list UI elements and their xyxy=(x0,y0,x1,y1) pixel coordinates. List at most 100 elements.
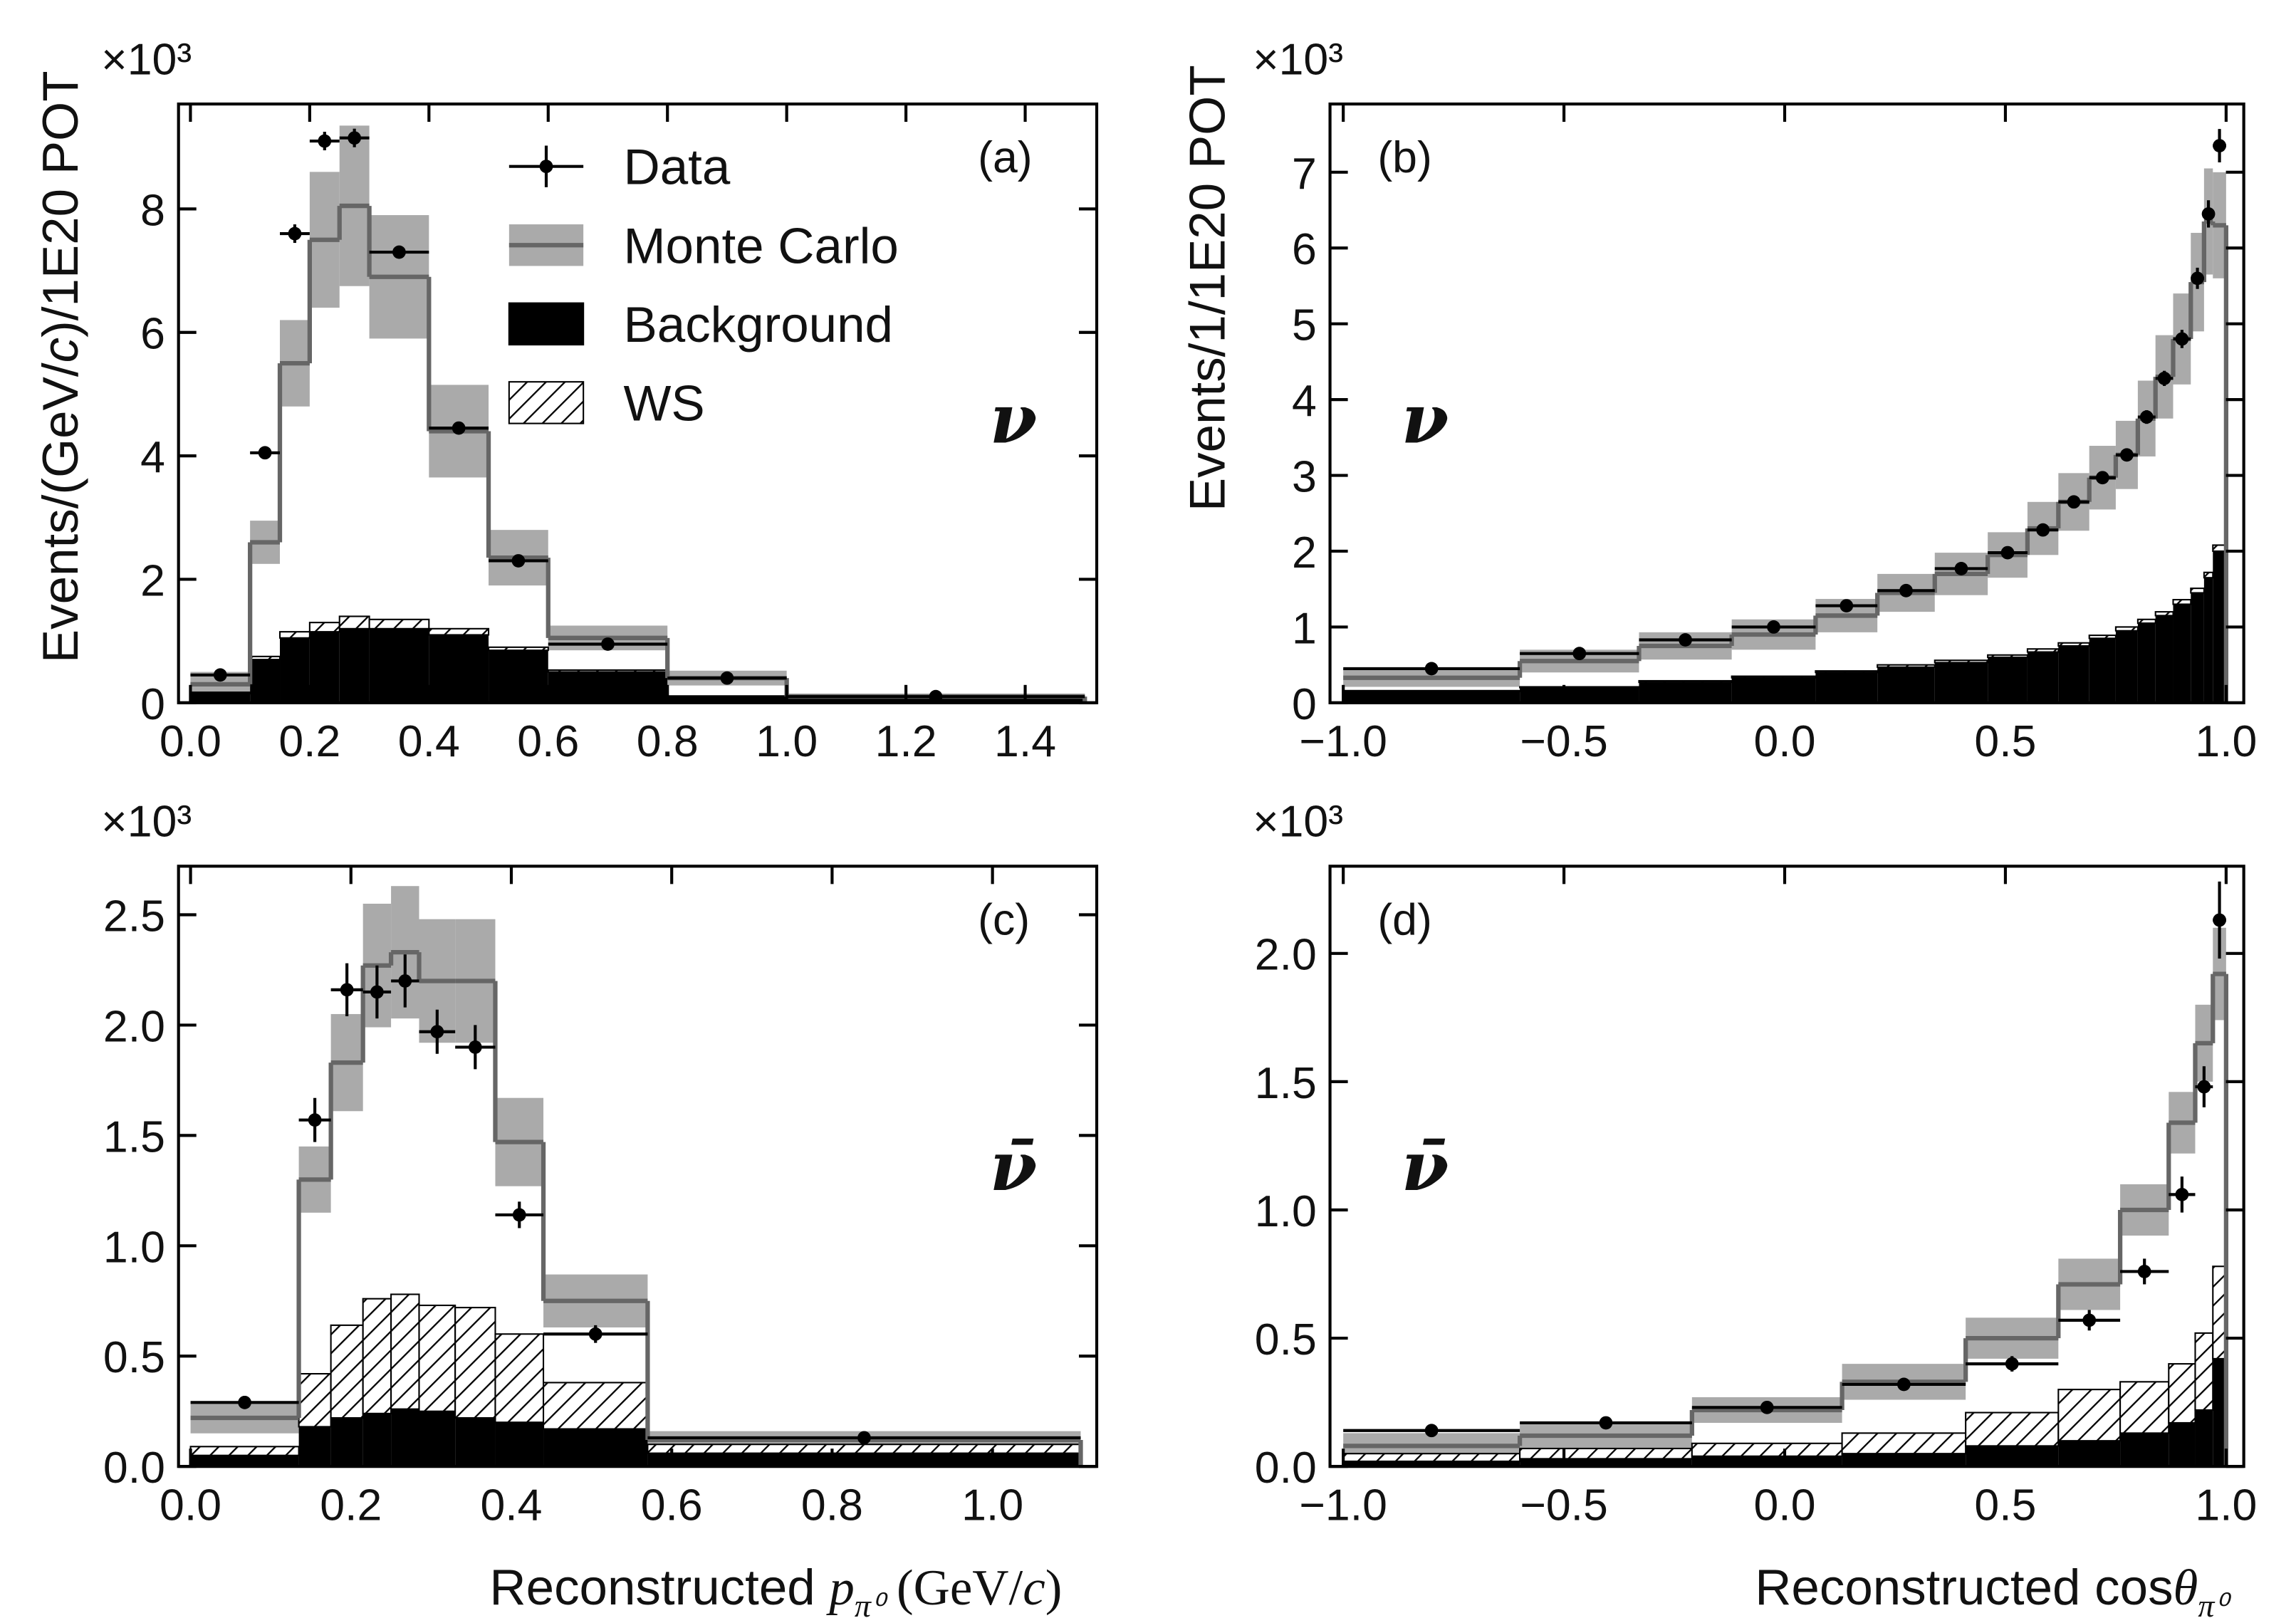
background-bar xyxy=(1691,1456,1842,1467)
data-point xyxy=(340,983,354,997)
ws-bar xyxy=(278,631,311,639)
neutrino-label: ν̄ xyxy=(1402,1126,1449,1206)
panel: −1.0 −0.5 0.0 0.5 1.0 0 1 2 3 4 5 6 7 ×10³ (b) ν xyxy=(1253,34,2257,766)
ws-bar xyxy=(487,646,549,652)
plot-frame xyxy=(177,102,1099,704)
background-bar xyxy=(2195,1409,2213,1467)
plot-frame xyxy=(177,865,1099,1468)
panel: 0.0 0.2 0.4 0.6 0.8 1.0 1.2 1.4 0 2 4 6 8 ×10³ (a) ν Dat… xyxy=(101,34,1099,766)
background-bar xyxy=(647,1453,1081,1467)
x-tick-label: 0.0 xyxy=(1754,716,1816,766)
background-bar xyxy=(2137,623,2156,703)
ws-bar xyxy=(338,615,370,630)
data-point xyxy=(2095,471,2109,485)
panel-label: (d) xyxy=(1377,894,1431,944)
background-bar xyxy=(1877,667,1935,703)
background-bar xyxy=(280,637,310,703)
neutrino-label: ν xyxy=(1402,379,1449,459)
plot-frame xyxy=(1328,102,2245,704)
ws-bar xyxy=(1841,1432,1967,1455)
data-point xyxy=(213,668,227,682)
ws-bar xyxy=(494,1333,545,1424)
x-label-part: Reconstructed xyxy=(489,1560,829,1616)
data-point xyxy=(398,974,412,988)
data-point xyxy=(2120,448,2134,462)
background-bar xyxy=(190,693,251,703)
background-bar xyxy=(309,632,340,703)
y-tick-label: 6 xyxy=(140,309,165,359)
y-tick-label: 1.5 xyxy=(1255,1058,1317,1108)
ws-bar xyxy=(308,622,340,633)
x-tick-label: 0.4 xyxy=(398,716,460,766)
ws-bar xyxy=(368,618,430,630)
y-tick-label: 1.0 xyxy=(1255,1186,1317,1236)
data-point xyxy=(2175,332,2189,346)
ws-bar xyxy=(1815,670,1879,674)
ws-bar xyxy=(189,1446,300,1456)
y-tick-label: 0.0 xyxy=(103,1443,165,1493)
y-axis-label: Events/1/1E20 POT xyxy=(1179,65,1236,511)
background-bar xyxy=(548,672,668,703)
background-bar xyxy=(1966,1446,2059,1467)
ws-bar xyxy=(418,1304,456,1412)
ws-bar xyxy=(189,691,251,694)
y-tick-label: 2 xyxy=(140,555,165,605)
x-label-part: π⁰ xyxy=(855,1587,889,1618)
ws-bar xyxy=(1877,664,1936,668)
ws-bar xyxy=(2194,1332,2214,1411)
background-bar xyxy=(2169,1422,2196,1467)
background-bar xyxy=(1520,1458,1692,1467)
background-bar xyxy=(2120,1433,2169,1467)
y-tick-label: 1 xyxy=(1292,603,1317,653)
x-tick-label: 1.0 xyxy=(2195,1480,2257,1530)
ws-bar xyxy=(2088,635,2117,640)
background-bar xyxy=(339,628,370,703)
background-bar xyxy=(1934,662,1988,703)
ws-bar xyxy=(2114,626,2139,632)
data-point xyxy=(238,1395,251,1409)
ws-bar xyxy=(390,1293,420,1410)
ws-bar xyxy=(362,1298,392,1414)
background-bar xyxy=(455,1418,496,1467)
data-point xyxy=(601,637,615,651)
background-bar xyxy=(2191,593,2204,703)
background-bar xyxy=(2058,1441,2121,1467)
y-tick-label: 4 xyxy=(1292,376,1317,426)
y-label-part: )/1E20 POT xyxy=(33,71,89,337)
ws-bar xyxy=(2168,1363,2196,1424)
data-point xyxy=(1424,662,1439,676)
x-tick-label: 0.0 xyxy=(160,1480,221,1530)
ws-bar xyxy=(298,1373,332,1428)
ws-bar xyxy=(547,669,669,673)
background-bar xyxy=(495,1422,544,1467)
data-point xyxy=(2175,1187,2189,1201)
y-tick-label: 8 xyxy=(140,185,165,235)
data-point xyxy=(430,1025,444,1039)
ws-bar xyxy=(1987,654,2028,659)
background-bar xyxy=(489,650,548,703)
data-point xyxy=(318,134,332,148)
ws-bar xyxy=(1638,679,1733,684)
data-point xyxy=(370,985,384,999)
data-point xyxy=(929,689,943,704)
x-label-part: Reconstructed cos xyxy=(1755,1560,2173,1616)
background-bar xyxy=(1343,691,1520,703)
background-bar xyxy=(369,628,429,703)
neutrino-label: ν̄ xyxy=(990,1126,1038,1206)
x-axis-label: Reconstructed pπ⁰ (GeV/c) xyxy=(489,1560,1062,1618)
x-tick-label: 0.5 xyxy=(1974,1480,2036,1530)
data-point xyxy=(348,131,362,145)
data-point xyxy=(1572,647,1587,661)
data-point xyxy=(1760,1400,1774,1414)
data-point xyxy=(1679,633,1692,647)
x-tick-label: −0.5 xyxy=(1520,1480,1608,1530)
background-bar xyxy=(543,1429,648,1467)
x-tick-label: 0.8 xyxy=(637,716,699,766)
background-bar xyxy=(330,1418,363,1467)
x-tick-label: 0.6 xyxy=(517,716,579,766)
ws-bar xyxy=(2026,648,2060,653)
background-bar xyxy=(667,696,787,703)
x-label-part: (GeV/ xyxy=(884,1560,1023,1616)
y-tick-label: 2.0 xyxy=(103,1001,165,1051)
